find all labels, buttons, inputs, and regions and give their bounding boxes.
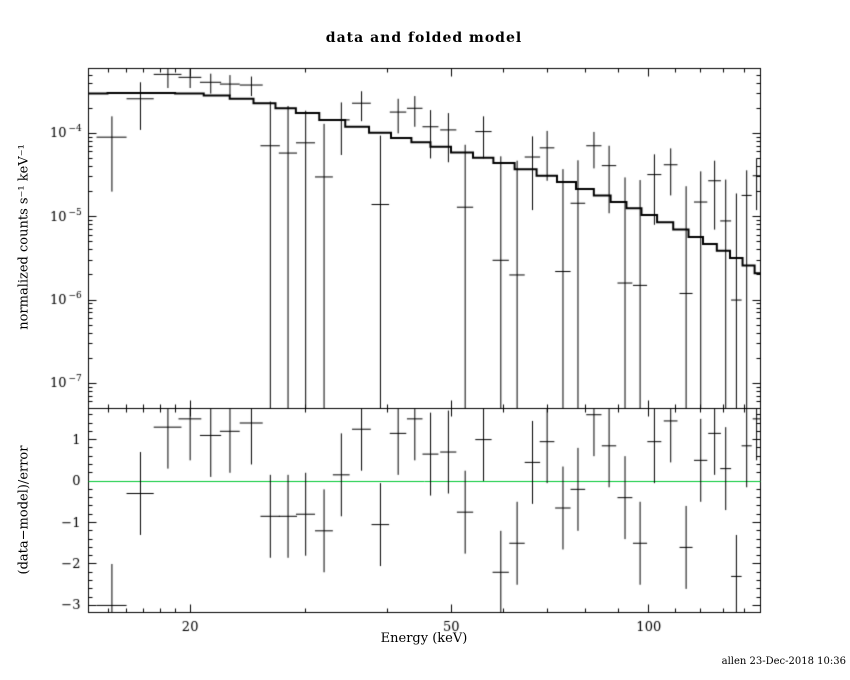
top-y-axis-label: normalized counts s⁻¹ keV⁻¹ <box>16 144 32 330</box>
timestamp: allen 23-Dec-2018 10:36 <box>721 656 846 667</box>
plot-title: data and folded model <box>325 30 523 46</box>
x-axis-label: Energy (keV) <box>380 631 468 646</box>
bottom-y-axis-label: (data−model)/error <box>16 445 32 575</box>
